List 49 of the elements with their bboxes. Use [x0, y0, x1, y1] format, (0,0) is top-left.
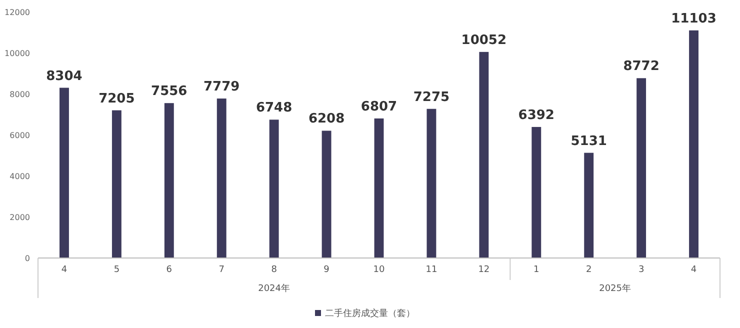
legend-label: 二手住房成交量（套）	[325, 308, 415, 319]
data-label: 7275	[413, 90, 450, 105]
x-tick-label: 5	[114, 265, 120, 275]
bar	[269, 120, 279, 258]
x-tick-label: 4	[690, 265, 697, 275]
y-tick-label: 8000	[10, 90, 30, 99]
bar	[584, 152, 594, 258]
x-tick-label: 4	[61, 265, 68, 275]
data-label: 6748	[256, 100, 292, 116]
data-label: 6208	[308, 112, 345, 127]
text: 2025年	[599, 283, 632, 294]
text: 2024年	[258, 283, 290, 294]
x-tick-label: 6	[166, 265, 172, 275]
bar	[426, 108, 436, 258]
bar	[60, 88, 69, 258]
data-label: 10052	[461, 32, 507, 48]
x-tick-label: 1	[534, 265, 540, 275]
x-tick-label: 3	[638, 265, 644, 275]
y-tick-label: 6000	[10, 131, 30, 140]
x-tick-label: 7	[218, 265, 224, 275]
bar	[689, 30, 698, 258]
x-tick-label: 2	[586, 265, 592, 275]
data-label: 5131	[570, 134, 607, 149]
bar	[112, 110, 122, 258]
data-label: 8304	[46, 68, 82, 84]
y-tick-label: 4000	[10, 172, 30, 181]
data-label: 7205	[98, 91, 135, 106]
x-tick-label: 8	[271, 265, 278, 275]
x-tick-label: 11	[426, 265, 438, 275]
x-tick-label: 9	[324, 265, 330, 275]
data-label: 6807	[360, 99, 398, 114]
x-tick-label: 10	[373, 265, 385, 275]
bar	[636, 78, 646, 258]
data-label: 8772	[623, 59, 660, 74]
bar	[374, 118, 384, 258]
bar	[532, 126, 542, 258]
y-tick-label: 12000	[4, 8, 30, 17]
bar	[322, 130, 332, 258]
data-label: 6392	[518, 108, 554, 123]
y-tick-label: 10000	[4, 49, 30, 58]
x-tick-label: 12	[478, 265, 490, 275]
data-label: 11103	[671, 11, 716, 26]
y-tick-label: 2000	[10, 213, 30, 222]
data-label: 7556	[151, 84, 188, 100]
y-tick-label: 0	[24, 254, 30, 263]
bar	[216, 98, 226, 258]
data-label: 7779	[204, 80, 240, 95]
bar	[479, 52, 489, 258]
bar	[164, 103, 174, 258]
